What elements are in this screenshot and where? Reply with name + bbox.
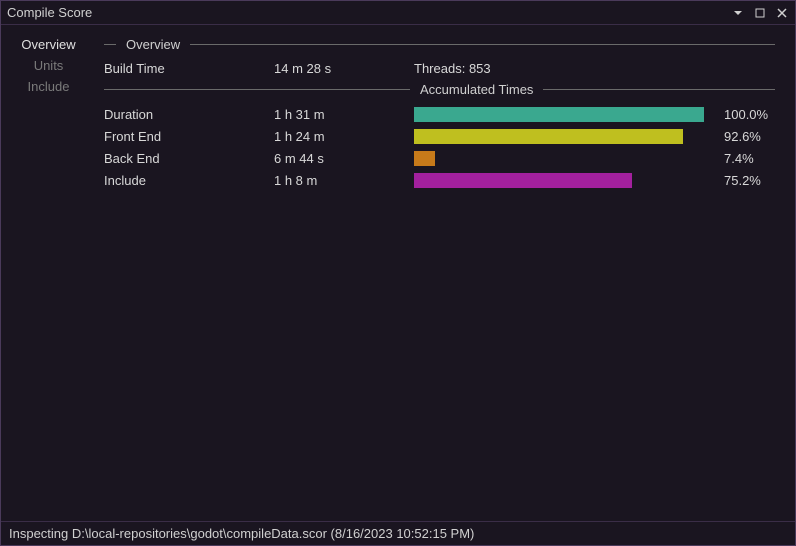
statusbar: Inspecting D:\local-repositories\godot\c… — [1, 521, 795, 545]
main-panel: Overview Build Time 14 m 28 s Threads: 8… — [96, 25, 795, 521]
accumulated-row-time: 6 m 44 s — [274, 151, 414, 166]
accumulated-row-pct: 100.0% — [724, 107, 768, 122]
divider — [104, 44, 116, 45]
accumulated-bar-container — [414, 129, 704, 144]
accumulated-bar-container — [414, 151, 704, 166]
accumulated-row: Duration1 h 31 m 100.0% — [104, 103, 775, 125]
sidebar-item-overview[interactable]: Overview — [21, 37, 75, 52]
divider — [104, 89, 410, 90]
accumulated-rows: Duration1 h 31 m 100.0% Front End1 h 24 m 9… — [104, 103, 775, 191]
accumulated-bar — [414, 129, 683, 144]
accumulated-section: Accumulated Times Duration1 h 31 m 100.0%… — [104, 82, 775, 191]
statusbar-text: Inspecting D:\local-repositories\godot\c… — [9, 526, 474, 541]
titlebar: Compile Score — [1, 1, 795, 25]
accumulated-section-title: Accumulated Times — [420, 82, 533, 97]
close-icon[interactable] — [775, 6, 789, 20]
accumulated-row: Include1 h 8 m 75.2% — [104, 169, 775, 191]
accumulated-row-pct: 7.4% — [724, 151, 754, 166]
sidebar-item-include[interactable]: Include — [28, 79, 70, 94]
threads-value: 853 — [469, 61, 491, 76]
accumulated-row-time: 1 h 24 m — [274, 129, 414, 144]
accumulated-bar-container — [414, 173, 704, 188]
accumulated-row-time: 1 h 8 m — [274, 173, 414, 188]
threads-label: Threads: — [414, 61, 465, 76]
overview-section-header: Overview — [104, 37, 775, 52]
accumulated-row-label: Front End — [104, 129, 274, 144]
divider — [543, 89, 775, 90]
divider — [190, 44, 775, 45]
accumulated-row-label: Duration — [104, 107, 274, 122]
accumulated-bar — [414, 151, 435, 166]
accumulated-bar — [414, 173, 632, 188]
accumulated-bar-container — [414, 107, 704, 122]
build-time-row: Build Time 14 m 28 s Threads: 853 — [104, 58, 775, 78]
accumulated-row-time: 1 h 31 m — [274, 107, 414, 122]
window-title: Compile Score — [7, 5, 731, 20]
maximize-icon[interactable] — [753, 6, 767, 20]
overview-section-title: Overview — [126, 37, 180, 52]
accumulated-row-label: Back End — [104, 151, 274, 166]
accumulated-row-pct: 75.2% — [724, 173, 761, 188]
sidebar: Overview Units Include — [1, 25, 96, 521]
build-time-label: Build Time — [104, 61, 274, 76]
accumulated-row: Front End1 h 24 m 92.6% — [104, 125, 775, 147]
accumulated-row-label: Include — [104, 173, 274, 188]
accumulated-bar — [414, 107, 704, 122]
sidebar-item-units[interactable]: Units — [34, 58, 64, 73]
accumulated-section-header: Accumulated Times — [104, 82, 775, 97]
titlebar-controls — [731, 6, 789, 20]
accumulated-row-pct: 92.6% — [724, 129, 761, 144]
dropdown-icon[interactable] — [731, 6, 745, 20]
threads-info: Threads: 853 — [414, 61, 491, 76]
build-time-value: 14 m 28 s — [274, 61, 414, 76]
content-area: Overview Units Include Overview Build Ti… — [1, 25, 795, 521]
accumulated-row: Back End6 m 44 s 7.4% — [104, 147, 775, 169]
